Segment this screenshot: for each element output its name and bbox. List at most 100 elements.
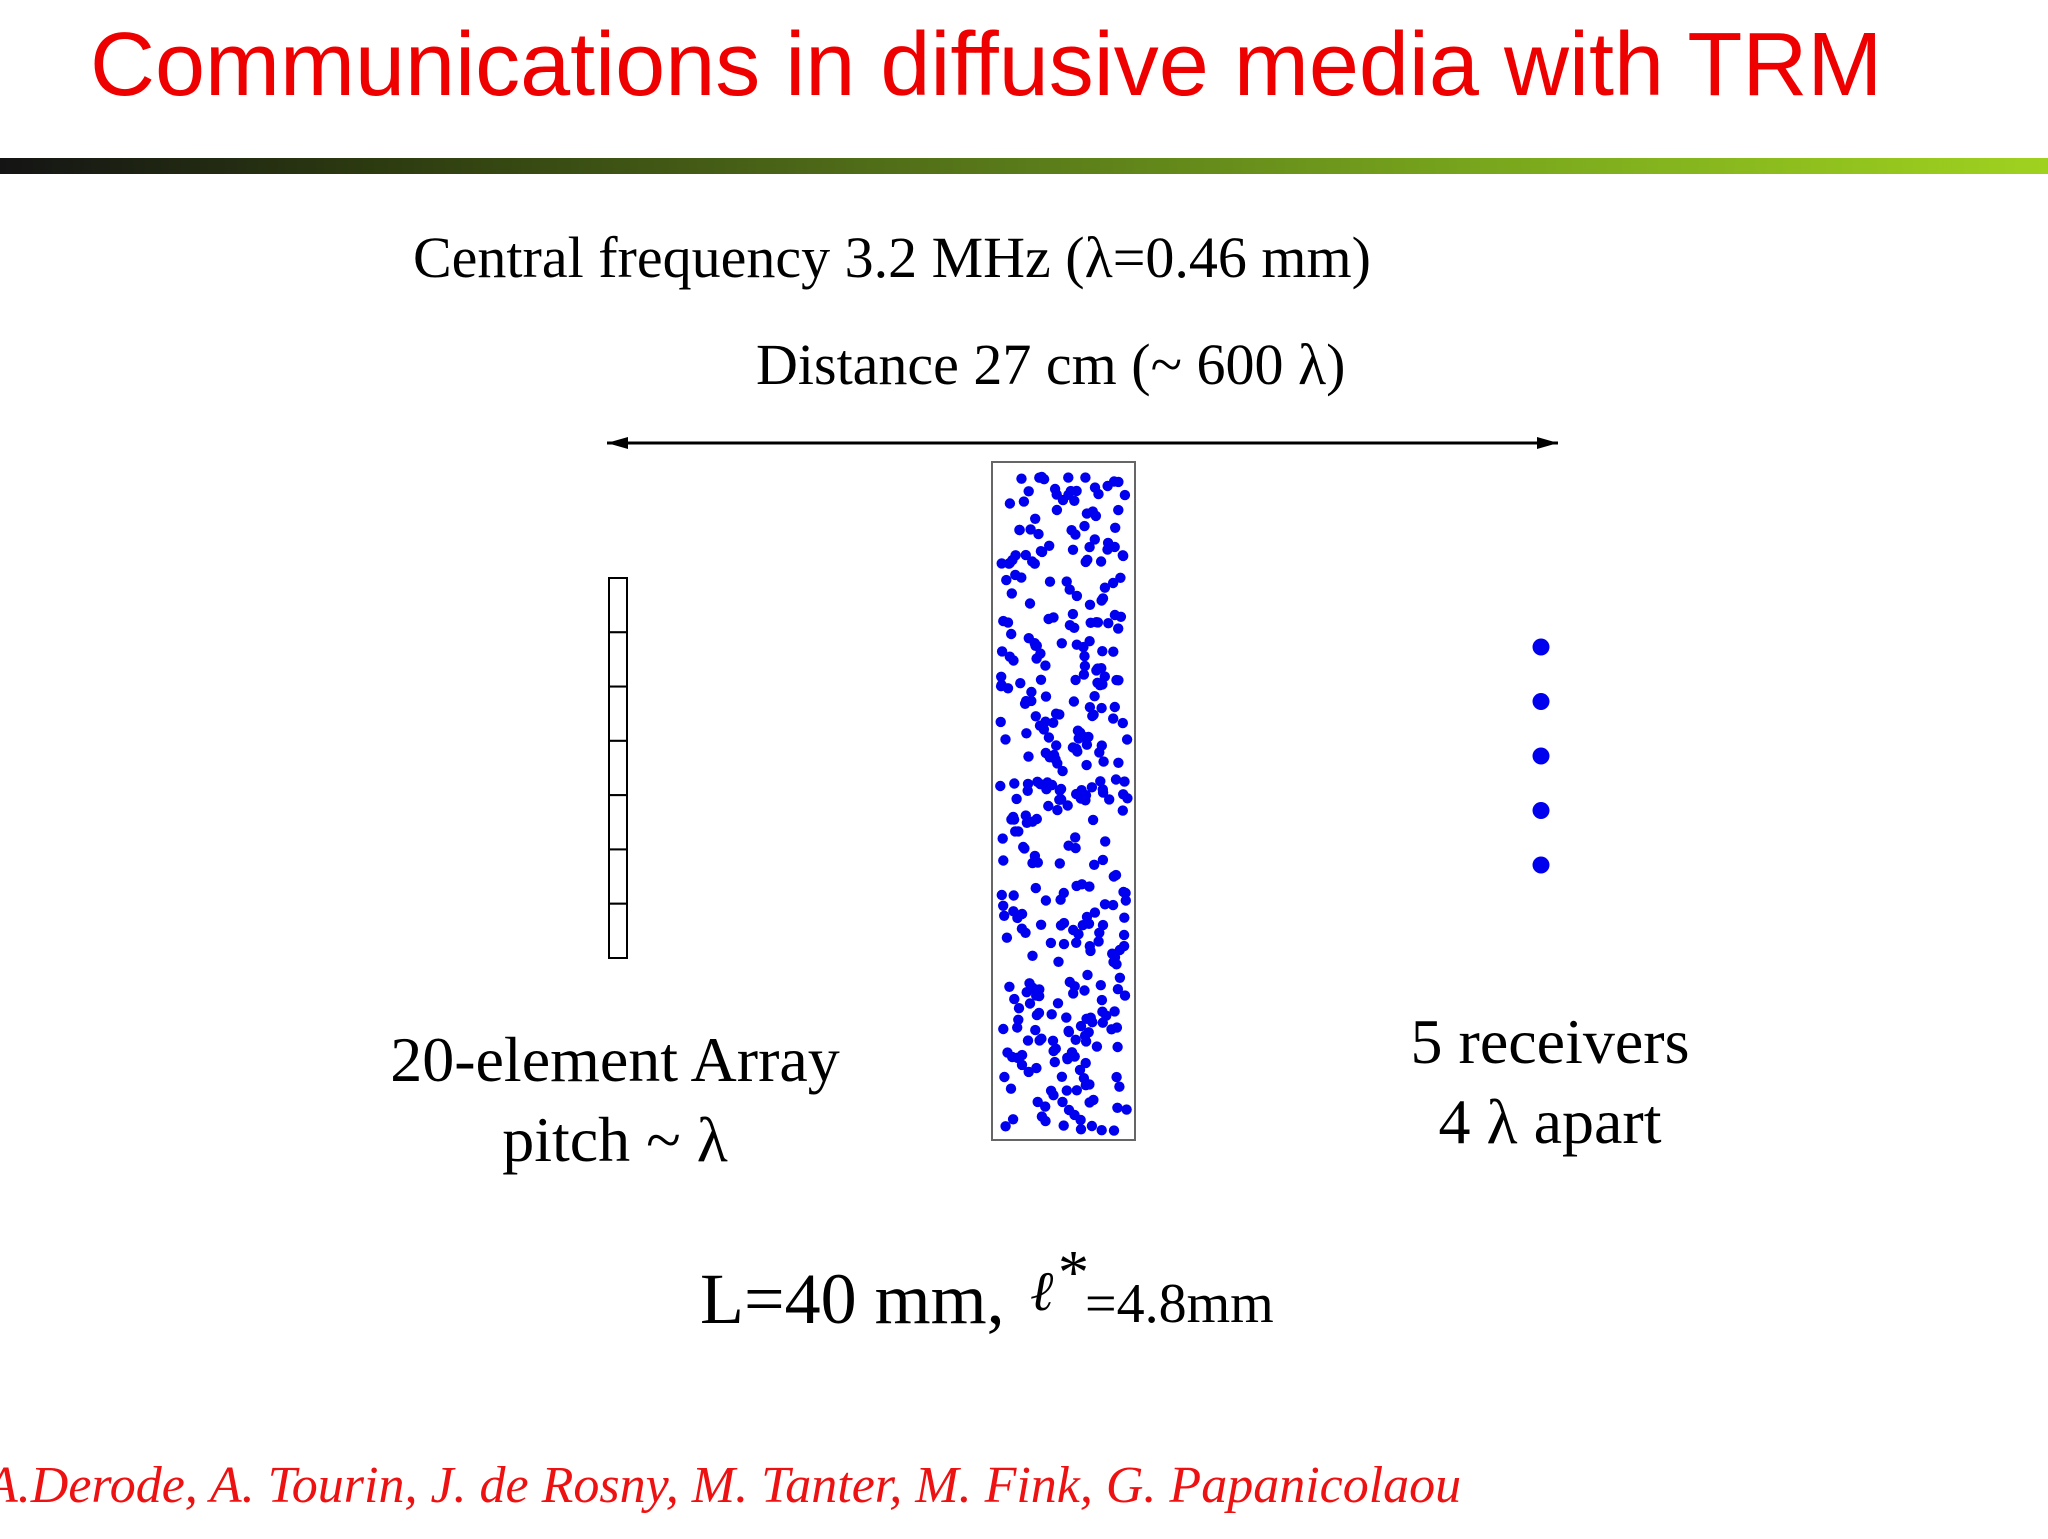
scatterer-dot xyxy=(1085,945,1096,957)
scatterer-dot xyxy=(1097,646,1108,657)
scatterer-dot xyxy=(1030,711,1042,722)
scatterer-dot xyxy=(1097,919,1109,931)
scatterer-dot xyxy=(1000,1121,1011,1132)
scatterer-dot xyxy=(1070,832,1081,843)
scatterer-dot xyxy=(1114,972,1126,983)
scatterer-dot xyxy=(1112,984,1124,995)
scatterer-dot xyxy=(1029,558,1041,569)
scatterer-dot xyxy=(1004,981,1015,992)
receiver-dot xyxy=(1532,693,1550,710)
scatterer-dot xyxy=(1043,613,1054,625)
scatterer-dot xyxy=(1089,534,1101,545)
scatterer-dot xyxy=(1047,1035,1059,1047)
scatterer-dot xyxy=(1011,793,1022,805)
array-element xyxy=(608,902,628,960)
receiver-dot xyxy=(1532,638,1550,656)
scatterer-dot xyxy=(1014,524,1025,536)
transducer-array xyxy=(608,577,628,960)
scatterer-dot xyxy=(1075,1124,1087,1135)
scatterer-dot xyxy=(1118,929,1130,941)
scatterer-dot xyxy=(1096,702,1107,714)
scatterer-dot xyxy=(1023,1066,1034,1078)
scatterer-dot xyxy=(1111,1022,1123,1033)
receivers-label: 5 receivers 4 λ apart xyxy=(1385,1002,1715,1162)
scatterer-dot xyxy=(1080,472,1091,483)
scatterer-dot xyxy=(1063,1026,1075,1038)
scatterer-dot xyxy=(1013,1003,1025,1014)
array-label: 20-element Array pitch ~ λ xyxy=(380,1020,850,1180)
scatterer-dot xyxy=(1081,508,1093,519)
scatterer-dot xyxy=(1015,678,1026,689)
scatterer-dot xyxy=(1013,1014,1024,1025)
receiver-dots xyxy=(1532,638,1550,874)
scatterer-dot xyxy=(1079,660,1091,672)
scatterer-dot xyxy=(1004,498,1016,509)
scatterer-dot xyxy=(1032,776,1043,787)
scatterer-dot xyxy=(995,716,1006,728)
scatterer-dot xyxy=(1050,708,1062,719)
scatterer-dot xyxy=(1094,927,1105,938)
scatterer-dot xyxy=(1103,618,1114,629)
scatterer-dot xyxy=(1024,998,1036,1009)
scatterer-dot xyxy=(1108,871,1120,882)
scatterer-dot xyxy=(1084,702,1096,713)
scatterer-dot xyxy=(1021,817,1033,828)
scatterer-dot xyxy=(1112,1041,1123,1053)
scatterer-dot xyxy=(1071,590,1083,602)
scatterer-dot xyxy=(998,900,1009,911)
scatterer-dot xyxy=(1022,1035,1034,1046)
array-element xyxy=(608,794,628,851)
scatterer-dot xyxy=(1012,912,1023,924)
scatterer-dot xyxy=(1111,674,1122,686)
scatterer-dots xyxy=(995,471,1133,1136)
scatterer-dot xyxy=(1020,695,1032,707)
scatterer-dot xyxy=(1048,1045,1059,1057)
scatterer-dot xyxy=(1064,584,1075,595)
receiver-dot xyxy=(1532,747,1550,765)
scatterer-dot xyxy=(1084,599,1096,610)
scatterer-dot xyxy=(995,780,1006,792)
scatterer-dot xyxy=(1006,628,1017,640)
scatterer-dot xyxy=(998,615,1009,627)
scatterer-dot xyxy=(1120,887,1131,899)
authors-credit: A.Derode, A. Tourin, J. de Rosny, M. Tan… xyxy=(0,1457,1462,1514)
scatterer-dot xyxy=(1034,990,1045,1002)
scatterer-dot xyxy=(1069,981,1080,992)
scatterer-dot xyxy=(1052,758,1063,769)
scatterer-dot xyxy=(1040,1101,1051,1112)
scatterer-dot xyxy=(1112,1102,1123,1114)
scatterer-dot xyxy=(1071,788,1082,800)
scatterer-dot xyxy=(1033,528,1044,540)
scatterer-dot xyxy=(1035,648,1046,659)
scatterer-dot xyxy=(1071,937,1082,948)
scatterer-dot xyxy=(998,855,1009,866)
scatterer-dot xyxy=(1010,550,1021,561)
scatterer-dot xyxy=(996,558,1007,569)
scatterer-dot xyxy=(1089,907,1101,918)
scatterer-dot xyxy=(1016,923,1028,934)
scatterer-dot xyxy=(1056,638,1068,649)
scatterer-dot xyxy=(1067,544,1079,555)
scatterer-dot xyxy=(1066,525,1077,536)
slab-length-label: L=40 mm, xyxy=(700,1259,1005,1339)
array-element xyxy=(608,577,628,634)
scatterer-dot xyxy=(1097,787,1109,798)
scatterer-dot xyxy=(1080,1057,1091,1069)
scatterer-dot xyxy=(1083,1027,1094,1038)
transport-mean-free-path-value: =4.8mm xyxy=(1085,1273,1274,1335)
array-element xyxy=(608,631,628,688)
scatterer-dot xyxy=(1070,1034,1081,1046)
scatterer-dot xyxy=(1057,765,1068,777)
scatterer-dot xyxy=(1016,1059,1028,1071)
array-element xyxy=(608,739,628,797)
scatterer-dot xyxy=(1036,1111,1048,1122)
scatterer-dot xyxy=(1036,471,1047,483)
scatterer-dot xyxy=(1054,858,1066,869)
scatterer-dot xyxy=(1006,588,1017,599)
scatterer-dot xyxy=(1040,747,1052,759)
scatterer-dot xyxy=(1030,882,1042,894)
scatterer-dot xyxy=(1045,937,1057,949)
scatterer-dot xyxy=(1051,504,1063,516)
scatterer-dot xyxy=(1109,1006,1120,1017)
scatterer-dot xyxy=(1085,617,1096,628)
